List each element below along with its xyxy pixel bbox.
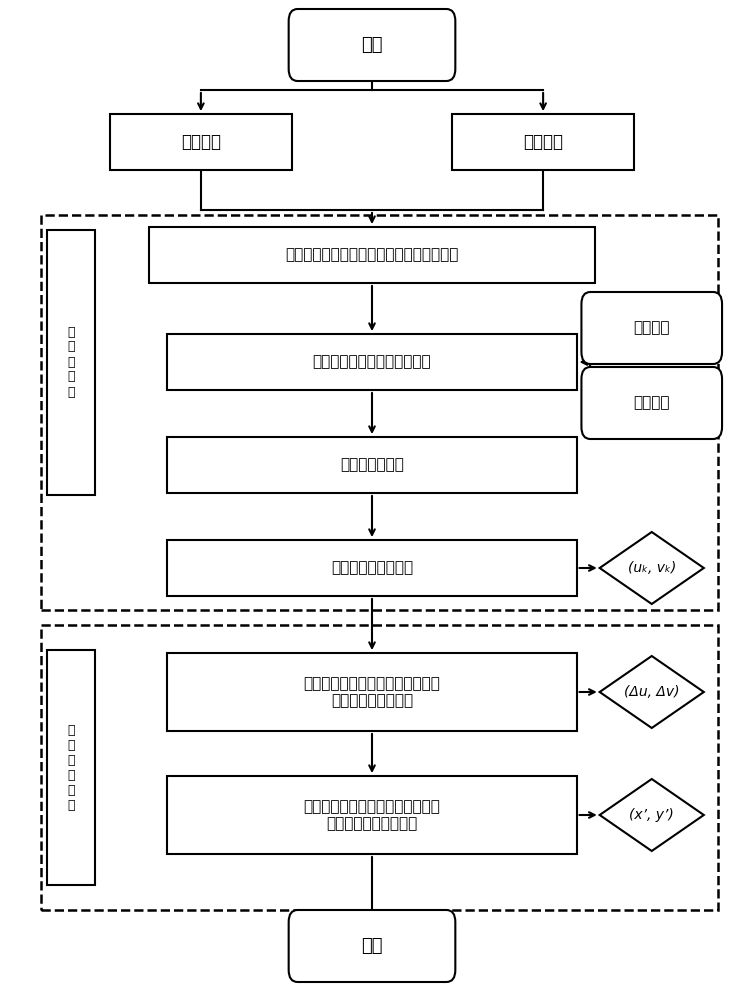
Bar	[167, 334, 577, 390]
Polygon shape	[600, 532, 704, 604]
Polygon shape	[600, 779, 704, 851]
Text: 噪声校正: 噪声校正	[633, 395, 670, 410]
FancyBboxPatch shape	[289, 9, 455, 81]
Bar	[149, 227, 595, 283]
FancyBboxPatch shape	[582, 367, 722, 439]
Text: 待测图像: 待测图像	[523, 133, 563, 151]
Polygon shape	[600, 656, 704, 728]
Bar	[167, 653, 577, 731]
Text: 分别获取模板图像和待测图像的圆投影向量: 分别获取模板图像和待测图像的圆投影向量	[285, 247, 459, 262]
Bar	[47, 650, 95, 885]
Text: 模板图像: 模板图像	[181, 133, 221, 151]
Bar	[110, 114, 292, 170]
Text: 结束: 结束	[362, 937, 382, 955]
Text: 光照校正: 光照校正	[633, 320, 670, 336]
Text: 归一化相关函数: 归一化相关函数	[340, 458, 404, 473]
Text: 获得整数级像素位移: 获得整数级像素位移	[331, 560, 413, 576]
Text: (Δu, Δv): (Δu, Δv)	[624, 685, 679, 699]
Bar	[41, 215, 718, 610]
Bar	[452, 114, 634, 170]
Bar	[167, 437, 577, 493]
Bar	[167, 540, 577, 596]
Bar	[47, 230, 95, 495]
Text: 采用基于图像梯度函数的亚像素算
法获取亚像素级位移: 采用基于图像梯度函数的亚像素算 法获取亚像素级位移	[304, 676, 440, 708]
Text: (uₖ, vₖ): (uₖ, vₖ)	[628, 561, 676, 575]
Text: 结合整数级像素位移和亚像素级位
移计算最终位移测量值: 结合整数级像素位移和亚像素级位 移计算最终位移测量值	[304, 799, 440, 831]
FancyBboxPatch shape	[289, 910, 455, 982]
Text: 精
确
测
量
过
程: 精 确 测 量 过 程	[68, 724, 75, 812]
Text: 粗
测
量
过
程: 粗 测 量 过 程	[68, 326, 75, 398]
Text: 对得到的圆投影向量进行校正: 对得到的圆投影向量进行校正	[312, 355, 432, 369]
Bar	[167, 776, 577, 854]
FancyBboxPatch shape	[582, 292, 722, 364]
Text: 开始: 开始	[362, 36, 382, 54]
Bar	[41, 625, 718, 910]
Text: (x’, y’): (x’, y’)	[629, 808, 674, 822]
